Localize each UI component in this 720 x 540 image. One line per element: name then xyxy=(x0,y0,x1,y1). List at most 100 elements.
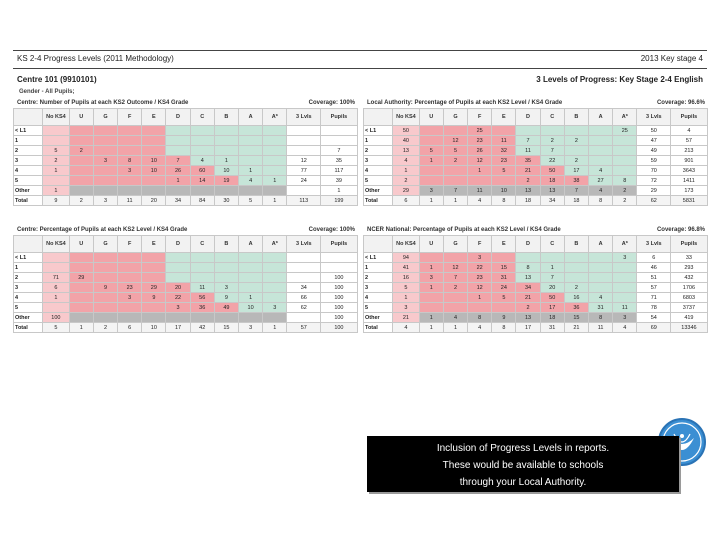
table-cell: 29 xyxy=(141,282,167,293)
table-row: 5 2 2 18 38 27 8 72 1411 xyxy=(362,175,708,186)
table-cell xyxy=(539,125,565,136)
column-header: A* xyxy=(262,108,288,126)
table-cell xyxy=(491,125,517,136)
row-label: 4 xyxy=(12,292,44,303)
caption-line: These would be available to schools xyxy=(442,460,604,471)
table-cell xyxy=(189,252,215,263)
table-cell xyxy=(141,312,167,323)
table-cell xyxy=(491,302,517,313)
table-cell xyxy=(141,262,167,273)
table-cell: 10 xyxy=(237,302,264,313)
table-cell: 1 xyxy=(320,185,358,196)
table-cell: 12 xyxy=(442,262,469,273)
table-cell xyxy=(612,292,638,303)
table-cell: 51 xyxy=(636,272,672,283)
table-cell xyxy=(92,145,119,156)
table-cell xyxy=(418,165,444,176)
table-row: Total 4 1 1 4 8 17 31 21 11 4 69 13346 xyxy=(362,322,708,333)
table-cell: 10 xyxy=(213,165,240,176)
table-row: Other 21 1 4 8 9 13 18 15 8 3 54 419 xyxy=(362,312,708,323)
table-cell: 12 xyxy=(442,135,469,146)
table-cell: 15 xyxy=(491,262,517,273)
coverage-label: Coverage: 100% xyxy=(308,100,355,106)
table-cell: 7 xyxy=(442,185,469,196)
table-cell xyxy=(612,282,638,293)
row-label: Total xyxy=(12,322,44,333)
table-cell xyxy=(587,282,614,293)
row-label: 5 xyxy=(12,175,44,186)
table-cell: 30 xyxy=(213,195,240,206)
table-cell: 62 xyxy=(286,302,322,313)
table-cell: 16 xyxy=(563,292,590,303)
table-cell: 72 xyxy=(636,175,672,186)
table-cell: 29 xyxy=(636,185,672,196)
table-cell: 173 xyxy=(670,185,708,196)
table-cell xyxy=(165,262,191,273)
table-cell: 36 xyxy=(189,302,215,313)
table-cell xyxy=(515,252,541,263)
table-cell: 2 xyxy=(563,282,590,293)
table-cell: 1 xyxy=(237,165,264,176)
table-cell: 18 xyxy=(539,175,565,186)
column-header: D xyxy=(515,108,541,126)
column-header: C xyxy=(539,235,565,253)
table-row: Other 29 3 7 11 10 13 13 7 4 2 29 173 xyxy=(362,185,708,196)
table-cell xyxy=(68,185,94,196)
report-year-stage: 2013 Key stage 4 xyxy=(640,54,703,63)
table-cell: 4 xyxy=(442,312,469,323)
table-cell: 419 xyxy=(670,312,708,323)
table-cell: 9 xyxy=(92,282,119,293)
table-cell: 84 xyxy=(189,195,215,206)
row-label: < L1 xyxy=(12,125,44,136)
table-cell xyxy=(237,145,264,156)
table-cell: 66 xyxy=(286,292,322,303)
table-cell: 18 xyxy=(563,195,590,206)
table-cell xyxy=(68,262,94,273)
table-cell: 7 xyxy=(563,185,590,196)
table-cell xyxy=(587,145,614,156)
column-header: 3 Lvls xyxy=(636,108,672,126)
column-header: F xyxy=(467,108,493,126)
row-label: Other xyxy=(12,312,44,323)
table-cell: 26 xyxy=(467,145,493,156)
table-cell xyxy=(467,302,493,313)
header-row: No KS4 U G F E D C B A A* 3 Lvls Pupils xyxy=(12,235,358,253)
table-cell: 1 xyxy=(42,292,70,303)
table-cell: 42 xyxy=(189,322,215,333)
column-header: E xyxy=(491,108,517,126)
table-cell: 35 xyxy=(515,155,541,166)
table-cell: 3 xyxy=(392,302,420,313)
column-header: G xyxy=(92,235,119,253)
table-cell xyxy=(418,292,444,303)
table-cell: 1 xyxy=(442,322,469,333)
table-cell xyxy=(117,262,143,273)
table-cell: 5 xyxy=(442,145,469,156)
table-cell: 432 xyxy=(670,272,708,283)
data-grid: No KS4 U G F E D C B A A* 3 Lvls Pupils < L1 50 25 25 50… xyxy=(362,108,708,206)
column-header: C xyxy=(539,108,565,126)
table-cell xyxy=(262,272,288,283)
table-row: 3 2 3 8 10 7 4 1 12 35 xyxy=(12,155,358,166)
row-label: 2 xyxy=(12,145,44,156)
table-cell: 34 xyxy=(539,195,565,206)
table-cell xyxy=(587,125,614,136)
table-cell: 59 xyxy=(636,155,672,166)
column-header xyxy=(12,235,44,253)
column-header: U xyxy=(68,235,94,253)
coverage-label: Coverage: 96.8% xyxy=(656,227,705,233)
table-cell xyxy=(442,165,469,176)
row-label: < L1 xyxy=(12,252,44,263)
table-cell xyxy=(237,252,264,263)
column-header: U xyxy=(418,235,444,253)
table-cell: 1 xyxy=(42,165,70,176)
table-cell: 100 xyxy=(320,302,358,313)
table-cell: 40 xyxy=(392,135,420,146)
table-cell xyxy=(467,175,493,186)
progress-report: KS 2-4 Progress Levels (2011 Methodology… xyxy=(12,50,708,350)
caption-line: through your Local Authority. xyxy=(459,477,587,488)
column-header: G xyxy=(442,235,469,253)
table-cell xyxy=(189,135,215,146)
column-header xyxy=(362,235,394,253)
table-cell: 1 xyxy=(467,165,493,176)
table-cell: 100 xyxy=(320,292,358,303)
